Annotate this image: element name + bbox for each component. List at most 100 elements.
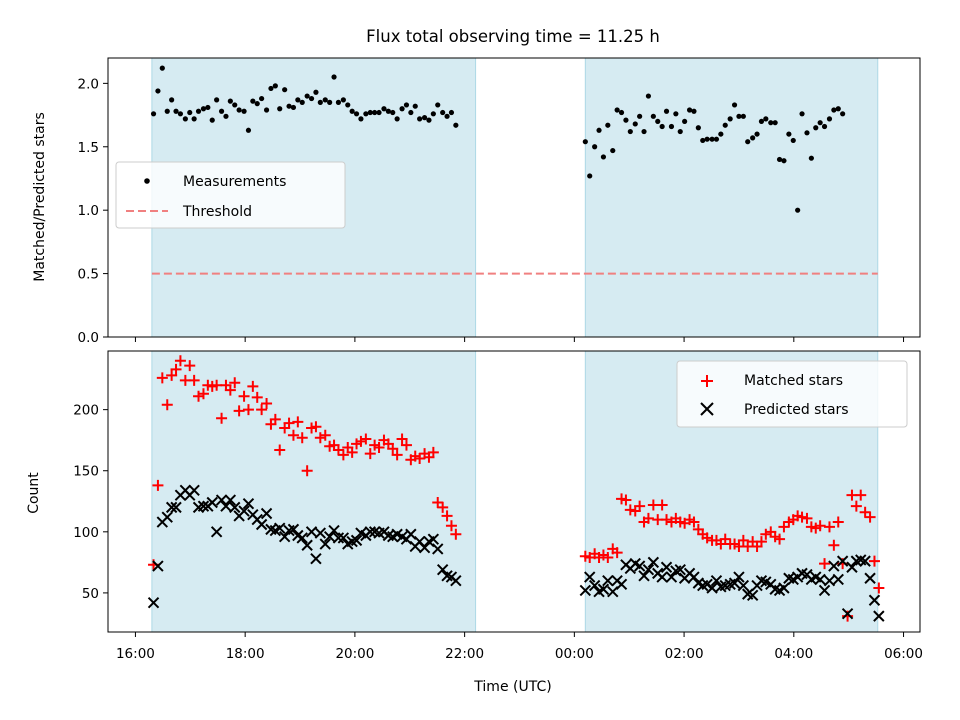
matched-point: [184, 360, 196, 372]
predicted-point: [597, 583, 610, 595]
ratio-point: [245, 127, 252, 133]
ratio-point: [772, 120, 778, 126]
matched-point: [391, 449, 403, 461]
ratio-point: [335, 99, 342, 105]
predicted-point: [846, 561, 858, 573]
matched-point: [828, 539, 840, 551]
matched-point: [211, 379, 223, 391]
predicted-point: [873, 610, 885, 622]
ratio-point: [600, 154, 607, 160]
bottom-y-tick-label: 200: [73, 403, 99, 419]
predicted-point: [328, 524, 340, 537]
matched-point: [174, 355, 186, 367]
predicted-point: [778, 582, 790, 594]
ratio-point: [164, 108, 170, 114]
top-legend: Measurements Threshold: [115, 161, 346, 229]
ratio-point: [313, 89, 319, 95]
predicted-point: [188, 484, 200, 496]
ratio-point: [641, 128, 647, 135]
matched-point: [355, 435, 367, 447]
matched-point: [737, 534, 749, 546]
top-y-axis-label: Matched/Predicted stars: [32, 112, 48, 282]
ratio-point: [268, 85, 274, 92]
predicted-point: [323, 530, 336, 543]
predicted-point: [310, 552, 322, 565]
matched-point: [432, 496, 444, 508]
predicted-point: [427, 533, 440, 545]
ratio-point: [173, 108, 179, 114]
matched-point: [319, 429, 331, 441]
ratio-point: [750, 135, 756, 141]
ratio-point: [650, 113, 656, 119]
ratio-point: [295, 97, 301, 103]
bottom-panel: 50 100 150 200 16:00 18:00 20:00 22:00 00:00 02:…: [26, 350, 923, 695]
ratio-point: [763, 116, 769, 122]
top-y-tick-label: 1.5: [78, 140, 99, 156]
matched-point: [337, 449, 349, 461]
matched-point: [859, 506, 871, 518]
matched-point: [760, 528, 772, 540]
ratio-point: [444, 113, 450, 119]
matched-point: [170, 363, 182, 375]
ratio-point: [290, 104, 297, 111]
matched-point: [193, 390, 205, 402]
matched-point: [634, 500, 646, 512]
predicted-point: [255, 518, 268, 531]
ratio-point: [327, 99, 333, 105]
ratio-point: [169, 97, 175, 103]
predicted-point: [615, 578, 628, 591]
ratio-point: [394, 116, 400, 122]
predicted-point: [737, 579, 750, 592]
ratio-point: [412, 103, 418, 109]
ratio-point: [709, 136, 715, 142]
bottom-legend-box: [676, 360, 908, 428]
matched-point: [269, 413, 281, 425]
predicted-point: [152, 560, 164, 572]
matched-point: [656, 499, 668, 511]
matched-point: [224, 384, 236, 396]
matched-point: [314, 432, 326, 444]
predicted-point: [364, 526, 376, 538]
ratio-point: [645, 93, 652, 99]
ratio-point: [799, 111, 805, 117]
ratio-point: [821, 123, 828, 130]
predicted-point: [859, 555, 871, 567]
ratio-point: [286, 103, 292, 109]
matched-point: [360, 433, 372, 445]
ratio-point: [835, 106, 841, 112]
ratio-point: [200, 106, 207, 112]
ratio-point: [781, 158, 787, 164]
bottom-y-tick-label: 150: [73, 464, 99, 480]
matched-point: [414, 453, 426, 465]
matched-point: [701, 532, 713, 544]
ratio-point: [691, 108, 697, 114]
matched-point: [611, 547, 623, 559]
predicted-point: [197, 500, 210, 512]
ratio-point: [655, 118, 661, 125]
predicted-point: [642, 563, 655, 576]
ratio-points: [150, 65, 846, 213]
ratio-point: [367, 109, 373, 116]
ratio-point: [813, 125, 819, 131]
predicted-point: [841, 607, 854, 620]
predicted-point: [814, 573, 826, 586]
ratio-point: [700, 137, 706, 144]
matched-point: [855, 489, 867, 501]
matched-point: [719, 533, 731, 545]
ratio-point: [399, 106, 405, 112]
ratio-point: [241, 108, 247, 114]
matched-point: [819, 558, 831, 570]
matched-point: [256, 404, 268, 416]
matched-point: [261, 398, 273, 410]
bottom-axes-frame: [107, 350, 921, 633]
ratio-point: [282, 87, 288, 93]
bottom-y-ticks: 50 100 150 200: [73, 403, 108, 602]
matched-point: [387, 443, 399, 455]
predicted-point: [832, 573, 844, 586]
predicted-point: [224, 494, 237, 506]
ratio-point: [340, 97, 346, 103]
matched-point: [247, 380, 259, 392]
matched-point: [850, 500, 862, 512]
ratio-point: [722, 122, 728, 128]
ratio-point: [610, 147, 616, 154]
